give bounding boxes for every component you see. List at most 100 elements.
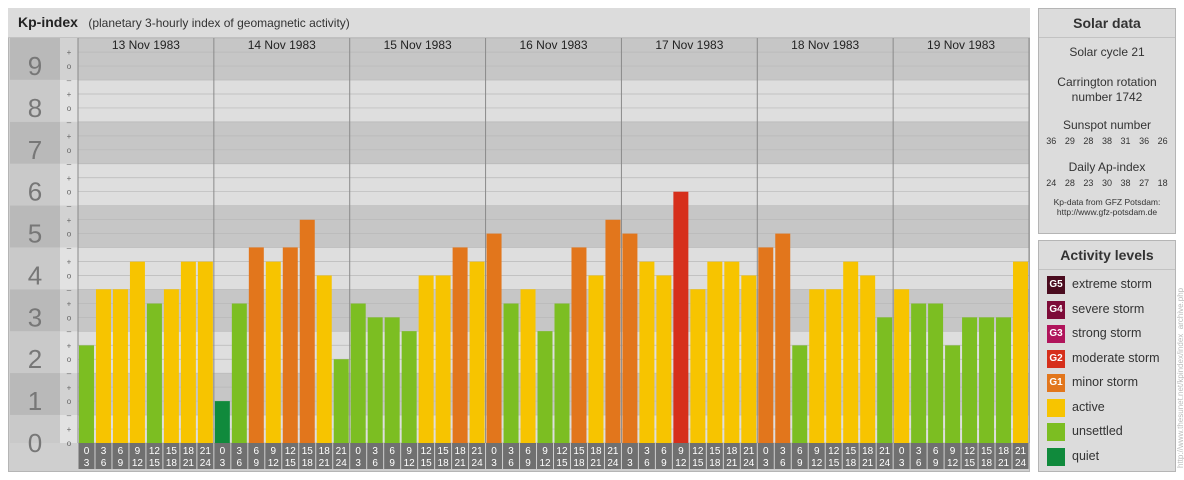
activity-levels-list: G5 extreme storm G4 severe storm G3 strong st… [1039,273,1175,469]
interval-box [401,443,418,469]
interval-end-label: 9 [525,458,531,469]
interval-box [163,443,180,469]
interval-start-label: 9 [678,446,684,457]
y-minor-mark: o [67,271,72,280]
interval-end-label: 6 [237,458,243,469]
interval-box [180,443,197,469]
interval-box [78,443,95,469]
kp-bar-3-4 [554,303,570,443]
interval-start-label: 3 [780,446,786,457]
sunspot-values: 36 29 28 38 31 36 26 [1039,136,1175,146]
minor-band-8 [60,79,78,122]
interval-end-label: 15 [285,458,297,469]
interval-end-label: 12 [539,458,551,469]
kp-bar-1-0 [214,401,230,443]
interval-end-label: 18 [166,458,178,469]
solar-cycle: Solar cycle 21 [1069,45,1145,59]
interval-end-label: 15 [828,458,840,469]
interval-end-label: 18 [709,458,721,469]
sunspot-value-4: 31 [1120,136,1131,146]
kp-band-4 [78,247,1029,290]
kp-bar-1-1 [231,303,247,443]
kp-bar-4-3 [673,191,689,443]
interval-end-label: 18 [573,458,585,469]
interval-box [825,443,842,469]
y-minor-mark: o [67,146,72,155]
interval-end-label: 3 [899,458,905,469]
activity-level-swatch: G1 [1047,374,1065,392]
interval-start-label: 21 [200,446,212,457]
interval-start-label: 18 [862,446,874,457]
activity-level-swatch: G3 [1047,325,1065,343]
activity-level-swatch [1047,398,1065,417]
activity-levels-title: Activity levels [1039,241,1175,270]
kp-bar-0-4 [146,303,162,443]
interval-start-label: 18 [726,446,738,457]
interval-start-label: 15 [573,446,585,457]
activity-level-label: quiet [1072,448,1100,463]
y-minor-mark: – [67,369,72,378]
kp-bar-6-4 [962,317,978,443]
y-axis-label-9: 9 [28,51,42,81]
interval-end-label: 6 [780,458,786,469]
interval-end-label: 12 [132,458,144,469]
kp-bar-6-3 [945,345,961,443]
interval-start-label: 12 [964,446,976,457]
interval-box [452,443,469,469]
interval-start-label: 0 [220,446,226,457]
interval-end-label: 6 [916,458,922,469]
interval-end-label: 12 [675,458,687,469]
interval-end-label: 3 [84,458,90,469]
day-label-4: 17 Nov 1983 [655,38,723,52]
interval-end-label: 9 [797,458,803,469]
interval-box [740,443,757,469]
activity-level-label: severe storm [1072,301,1145,316]
y-minor-mark: + [67,300,72,309]
interval-start-label: 18 [319,446,331,457]
kp-bar-5-4 [826,289,842,443]
activity-level-swatch: G4 [1047,300,1065,319]
y-minor-mark: + [67,258,72,267]
kp-bar-1-7 [333,359,349,443]
interval-start-label: 0 [763,446,769,457]
minor-band-3 [60,289,78,332]
day-label-0: 13 Nov 1983 [112,38,180,52]
interval-box [554,443,570,469]
interval-box [706,443,723,469]
interval-end-label: 21 [183,458,195,469]
interval-box [503,443,520,469]
minor-band-9 [60,38,78,80]
interval-start-label: 3 [508,446,514,457]
interval-start-label: 15 [302,446,314,457]
interval-box [146,443,163,469]
kp-bar-2-3 [401,331,417,443]
interval-start-label: 3 [916,446,922,457]
interval-box [655,443,672,469]
sunspot-value-5: 36 [1139,136,1150,146]
activity-level-label: strong storm [1072,326,1142,340]
y-axis-band-2 [10,331,60,374]
interval-start-label: 0 [627,446,633,457]
y-minor-mark: – [67,327,72,336]
interval-start-label: 6 [254,446,260,457]
y-minor-mark: o [67,62,72,71]
ap-value-2: 23 [1083,178,1094,188]
kp-bar-5-5 [843,261,859,443]
interval-box [112,443,129,469]
interval-end-label: 12 [404,458,416,469]
kp-band-8 [78,79,1029,122]
source-url[interactable]: http://www.gfz-potsdam.de [1056,207,1158,217]
sunspot-value-3: 38 [1101,136,1112,146]
y-axis-label-6: 6 [28,177,42,207]
kp-bar-2-1 [367,317,383,443]
kp-bar-6-1 [911,303,927,443]
kp-bar-chart: 0123456789o+–o+–o+–o+–o+–o+–o+–o+–o+–o+1… [10,37,1030,469]
interval-box [859,443,876,469]
interval-box [316,443,333,469]
interval-box [299,443,316,469]
interval-box [927,443,944,469]
kp-bar-0-5 [163,289,179,443]
interval-end-label: 12 [268,458,280,469]
y-minor-mark: o [67,439,72,448]
kp-bar-1-4 [282,247,298,443]
